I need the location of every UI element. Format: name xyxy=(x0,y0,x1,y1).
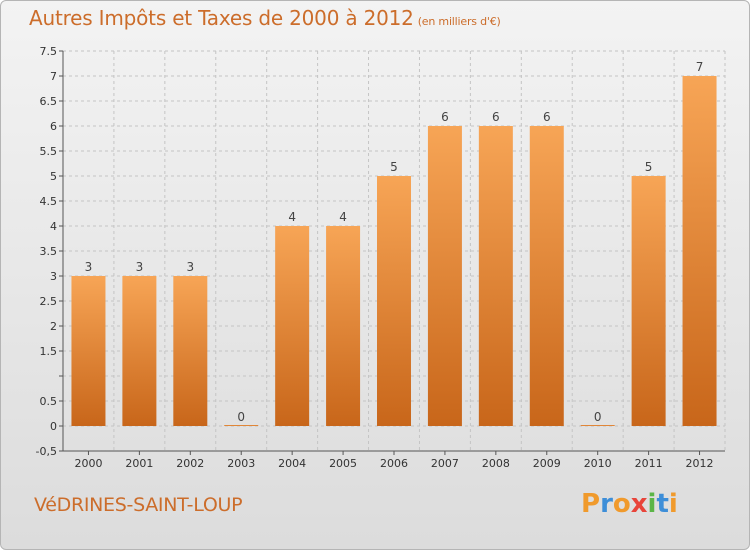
bar-value-label: 6 xyxy=(492,110,500,124)
y-tick-label: 4.5 xyxy=(40,195,58,208)
bar xyxy=(631,176,666,426)
bar-value-label: 4 xyxy=(288,210,296,224)
proxiti-logo: Proxiti xyxy=(581,489,678,519)
chart-title: Autres Impôts et Taxes de 2000 à 2012 (en… xyxy=(29,6,501,30)
logo-letter: x xyxy=(630,489,648,519)
bar xyxy=(529,126,564,426)
y-tick-label: 5 xyxy=(50,170,57,183)
bar-value-label: 5 xyxy=(645,160,653,174)
y-tick-label: 0 xyxy=(50,420,57,433)
bar xyxy=(478,126,513,426)
bar-value-label: 6 xyxy=(543,110,551,124)
bars xyxy=(71,76,717,426)
bar-value-label: 5 xyxy=(390,160,398,174)
logo-letter: i xyxy=(647,489,657,519)
x-tick-label: 2004 xyxy=(278,457,306,470)
bar xyxy=(173,276,208,426)
bar-value-label: 3 xyxy=(85,260,93,274)
x-tick-label: 2001 xyxy=(125,457,153,470)
x-tick-label: 2005 xyxy=(329,457,357,470)
x-tick-label: 2012 xyxy=(686,457,714,470)
logo-letter: o xyxy=(612,489,631,519)
bar-value-label: 3 xyxy=(136,260,144,274)
y-tick-label: 0.5 xyxy=(40,395,58,408)
bar xyxy=(224,425,259,426)
bar xyxy=(682,76,717,426)
bar xyxy=(326,226,361,426)
y-tick-label: -0,5 xyxy=(36,445,57,458)
x-tick-label: 2006 xyxy=(380,457,408,470)
y-tick-label: 2 xyxy=(50,320,57,333)
logo-letter: r xyxy=(600,489,613,519)
y-tick-label: 7.5 xyxy=(40,45,58,58)
y-tick-label: 6.5 xyxy=(40,95,58,108)
y-tick-label: 7 xyxy=(50,70,57,83)
bar-value-label: 3 xyxy=(186,260,194,274)
y-tick-label: 4 xyxy=(50,220,57,233)
x-tick-label: 2003 xyxy=(227,457,255,470)
x-tick-label: 2011 xyxy=(635,457,663,470)
logo-letter: P xyxy=(581,489,601,519)
y-tick-label: 6 xyxy=(50,120,57,133)
chart-title-text: Autres Impôts et Taxes de 2000 à 2012 xyxy=(29,6,414,30)
bar-value-label: 0 xyxy=(594,410,602,424)
labels: 3 3 3 0 4 4 5 6 6 6 0 5 7 xyxy=(85,60,704,424)
bar xyxy=(71,276,106,426)
bar xyxy=(580,425,615,426)
y-tick-label: 5.5 xyxy=(40,145,58,158)
city-name: VéDRINES-SAINT-LOUP xyxy=(34,494,243,516)
bar-value-label: 0 xyxy=(237,410,245,424)
bar xyxy=(427,126,462,426)
logo-letter: t xyxy=(656,489,669,519)
x-tick-label: 2000 xyxy=(74,457,102,470)
axes: -0,5 0 0.5 1.5 2 2.5 3 3.5 4 4.5 5 5.5 6 6.5 7 7.5 2000 2… xyxy=(36,45,725,470)
bar-value-label: 6 xyxy=(441,110,449,124)
x-tick-label: 2007 xyxy=(431,457,459,470)
y-tick-label: 2.5 xyxy=(40,295,58,308)
bar xyxy=(122,276,157,426)
x-tick-label: 2009 xyxy=(533,457,561,470)
logo-letter: i xyxy=(668,489,678,519)
y-tick-label: 3.5 xyxy=(40,245,58,258)
bar-value-label: 7 xyxy=(696,60,704,74)
x-tick-label: 2010 xyxy=(584,457,612,470)
chart-unit: (en milliers d'€) xyxy=(417,15,501,28)
bar xyxy=(275,226,310,426)
bar xyxy=(377,176,411,426)
bar-value-label: 4 xyxy=(339,210,347,224)
x-tick-label: 2008 xyxy=(482,457,510,470)
x-tick-label: 2002 xyxy=(176,457,204,470)
y-tick-label: 1.5 xyxy=(40,345,58,358)
y-tick-label: 3 xyxy=(50,270,57,283)
